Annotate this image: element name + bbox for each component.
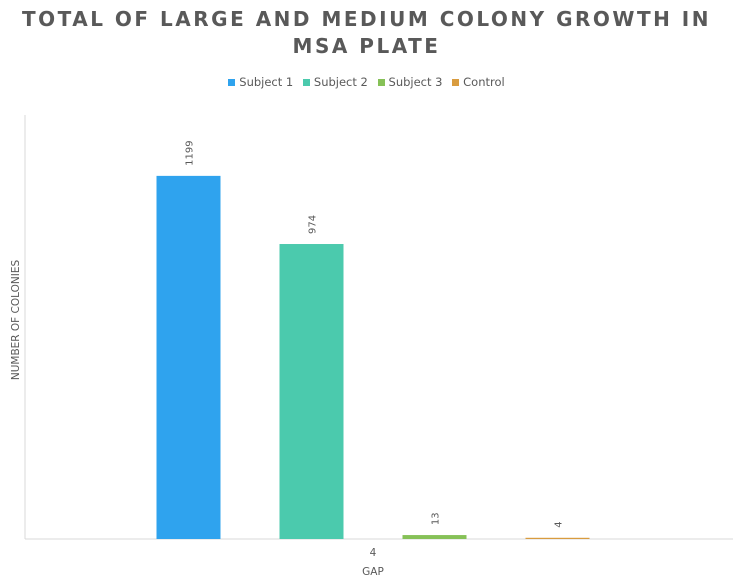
legend-item-subject-2: Subject 2 [302,75,368,89]
chart-title: TOTAL OF LARGE AND MEDIUM COLONY GROWTH … [0,6,733,60]
x-tick-label: 4 [370,547,377,559]
legend-label-subject-3: Subject 3 [388,75,443,89]
legend-swatch-subject-2 [302,79,310,86]
legend-swatch-control [452,79,460,86]
bar-control [525,537,590,539]
chart-title-line-1: TOTAL OF LARGE AND MEDIUM COLONY GROWTH … [21,7,711,31]
legend-item-subject-3: Subject 3 [377,75,443,89]
bar-subject-2 [279,244,344,539]
bar-subject-1 [156,175,221,540]
legend-item-control: Control [452,75,505,89]
data-label-subject-2: 974 [308,215,319,234]
legend-swatch-subject-3 [377,79,385,86]
legend-label-subject-2: Subject 2 [313,75,368,89]
legend-swatch-subject-1 [228,79,236,86]
legend-label-control: Control [463,75,505,89]
data-label-subject-1: 1199 [185,140,196,165]
data-label-control: 4 [554,521,565,527]
legend-label-subject-1: Subject 1 [239,75,294,89]
legend: Subject 1 Subject 2 Subject 3 Control [0,75,733,89]
legend-item-subject-1: Subject 1 [228,75,293,89]
bar-subject-3 [402,535,467,539]
x-axis-title: GAP [362,566,384,578]
chart-title-line-2: MSA PLATE [292,34,441,58]
data-label-subject-3: 13 [431,512,442,525]
